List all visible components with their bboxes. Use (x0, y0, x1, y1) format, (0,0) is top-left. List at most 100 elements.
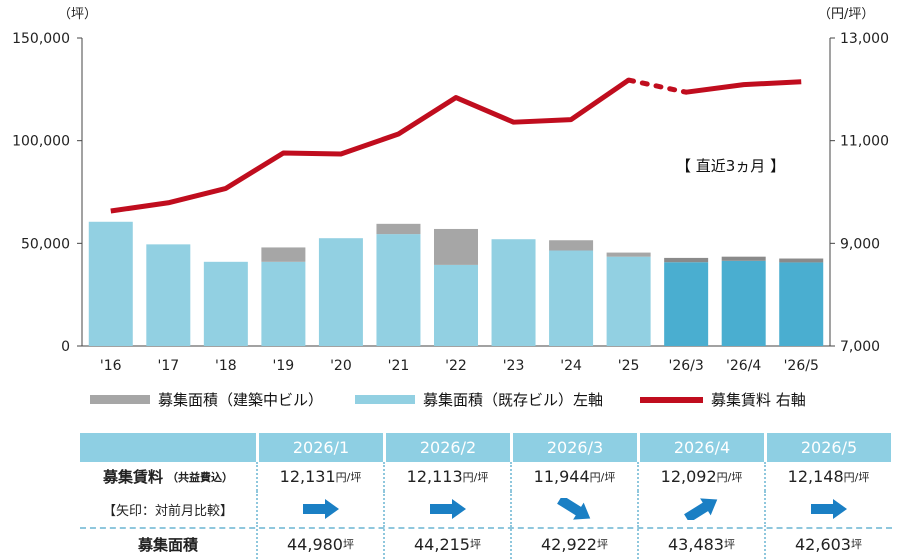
arrow-right-icon (810, 499, 847, 519)
rent-value: 12,148 (787, 467, 844, 486)
rent-cell: 11,944 円/坪 (510, 462, 637, 491)
trend-arrow-cell (510, 491, 637, 527)
left-tick-label: 0 (61, 339, 70, 355)
plot-area (81, 38, 831, 347)
rent-label-text: 募集賃料 (102, 468, 163, 486)
left-tick-label: 150,000 (12, 31, 70, 47)
recent-3-months-annotation: 【 直近3ヵ月 】 (676, 157, 785, 175)
x-tick-label: '26/3 (669, 358, 704, 374)
bar-existing (376, 234, 421, 346)
bar-existing (606, 256, 651, 346)
rent-label-sub: （共益費込） (167, 470, 233, 484)
area-cell: 43,483 坪 (637, 529, 764, 559)
rent-row-label: 募集賃料 （共益費込） (80, 462, 256, 491)
area-row-label: 募集面積 (137, 535, 198, 554)
bar-existing (491, 239, 536, 346)
rent-cell: 12,131 円/坪 (256, 462, 383, 491)
legend-label-rent: 募集賃料 右軸 (711, 391, 806, 409)
legend-label-construction: 募集面積（建築中ビル） (158, 391, 323, 409)
x-tick-label: '25 (618, 358, 640, 374)
bar-construction (434, 228, 478, 265)
rent-cell: 12,092 円/坪 (637, 462, 764, 491)
rent-row: 募集賃料 （共益費込） 12,131 円/坪 12,113 円/坪 11,944 円/坪… (80, 462, 892, 491)
right-tick-label: 9,000 (840, 236, 880, 252)
area-value: 44,215 (414, 534, 470, 554)
arrow-row-label: 【矢印：対前月比較】 (102, 503, 233, 519)
area-cell: 44,215 坪 (383, 529, 510, 559)
bar-existing (318, 238, 363, 346)
arrow-right-icon (302, 499, 339, 519)
left-tick-label: 100,000 (12, 134, 70, 150)
rent-value: 12,092 (660, 467, 717, 486)
area-unit: 坪 (596, 538, 608, 551)
legend: 募集面積（建築中ビル） 募集面積（既存ビル）左軸 募集賃料 右軸 (90, 391, 806, 409)
bar-existing (721, 260, 766, 346)
rent-value: 12,113 (406, 467, 463, 486)
bar-existing (434, 264, 478, 346)
rent-cell: 12,148 円/坪 (764, 462, 891, 491)
bar-construction (779, 258, 824, 263)
area-value: 42,922 (541, 534, 597, 554)
trend-arrow-cell (383, 491, 510, 527)
bar-existing (664, 262, 709, 346)
x-tick-label: '24 (560, 358, 582, 374)
rent-line (110, 78, 631, 214)
rent-cell: 12,113 円/坪 (383, 462, 510, 491)
bar-construction (261, 247, 306, 262)
bar-construction (721, 256, 766, 261)
month-header: 2026/1 (256, 433, 383, 462)
right-tick-label: 7,000 (840, 339, 880, 355)
area-row: 募集面積 44,980 坪 44,215 坪 42,922 坪 43,483 坪 42,… (80, 527, 892, 559)
rent-unit: 円/坪 (589, 470, 616, 484)
arrow-down-right-icon (556, 498, 590, 520)
month-header: 2026/4 (637, 433, 764, 462)
rent-unit: 円/坪 (716, 470, 743, 484)
monthly-summary-table: 2026/1 2026/2 2026/3 2026/4 2026/5 募集賃料 （… (80, 433, 892, 559)
bar-existing (549, 250, 594, 346)
trend-arrow-cell (637, 491, 764, 527)
x-tick-label: '18 (215, 358, 237, 374)
bar-construction (606, 252, 651, 257)
bar-existing (261, 261, 306, 346)
arrow-right-icon (429, 499, 466, 519)
axis-ticks: 0 50,000 100,000 150,000 7,000 9,000 11,000 13,… (12, 31, 889, 374)
bar-existing (203, 261, 248, 346)
arrow-up-right-icon (683, 498, 717, 520)
table-header-blank (80, 433, 256, 462)
rent-value: 12,131 (279, 467, 336, 486)
right-tick-label: 11,000 (840, 134, 889, 150)
table-header-row: 2026/1 2026/2 2026/3 2026/4 2026/5 (80, 433, 892, 462)
arrow-row: 【矢印：対前月比較】 (80, 491, 892, 527)
x-tick-label: '26/4 (726, 358, 761, 374)
legend-swatch-construction (90, 395, 150, 404)
area-cell: 42,603 坪 (764, 529, 891, 559)
left-axis-unit: （坪） (58, 7, 97, 22)
area-value: 44,980 (287, 534, 343, 554)
rent-line-dotted (626, 77, 689, 95)
rent-line-recent (685, 79, 802, 95)
area-unit: 坪 (469, 538, 481, 551)
rent-unit: 円/坪 (462, 470, 489, 484)
bar-existing (88, 221, 133, 346)
area-value: 42,603 (795, 534, 851, 554)
legend-swatch-existing (355, 395, 415, 404)
x-tick-label: '17 (157, 358, 179, 374)
area-cell: 42,922 坪 (510, 529, 637, 559)
bar-construction (376, 223, 421, 235)
rent-unit: 円/坪 (843, 470, 870, 484)
area-unit: 坪 (723, 538, 735, 551)
x-tick-label: '19 (273, 358, 295, 374)
bar-construction (664, 257, 709, 263)
left-tick-label: 50,000 (21, 236, 70, 252)
x-tick-label: '21 (388, 358, 410, 374)
bar-construction (549, 240, 594, 251)
right-axis-unit: （円/坪） (818, 7, 874, 22)
month-header: 2026/2 (383, 433, 510, 462)
bar-existing (146, 244, 191, 346)
x-tick-label: '26/5 (784, 358, 819, 374)
right-tick-label: 13,000 (840, 31, 889, 47)
month-header: 2026/3 (510, 433, 637, 462)
rent-value: 11,944 (533, 467, 590, 486)
bar-existing (779, 262, 824, 346)
area-cell: 44,980 坪 (256, 529, 383, 559)
